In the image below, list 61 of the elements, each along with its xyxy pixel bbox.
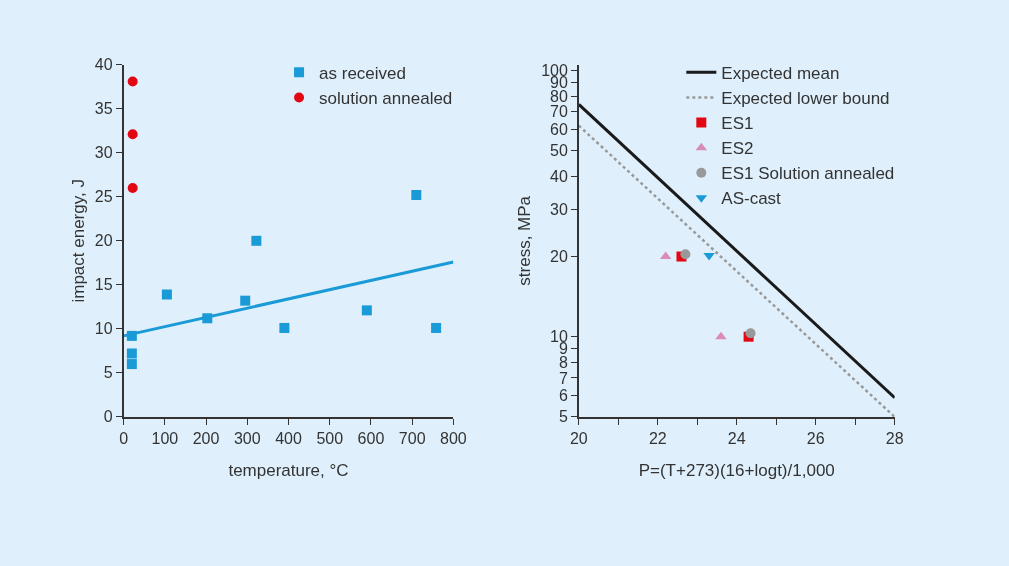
x-tick-label: 20 (569, 429, 588, 447)
x-tick-label: 0 (119, 429, 129, 447)
x-tick-label: 22 (648, 429, 667, 447)
y-tick-label: 0 (103, 408, 113, 426)
x-tick-label: 600 (357, 429, 385, 447)
legend-label: solution annealed (319, 89, 453, 109)
y-tick-label: 80 (550, 87, 568, 105)
point (411, 190, 422, 201)
y-axis-title: stress, MPa (515, 195, 535, 286)
x-tick-label: 200 (192, 429, 220, 447)
x-tick-label: 500 (316, 429, 344, 447)
x-tick-label: 400 (275, 429, 302, 447)
legend-label: ES1 Solution annealed (721, 164, 895, 184)
y-tick-label: 30 (94, 144, 113, 162)
x-tick-label: 28 (885, 429, 904, 447)
y-tick-label: 8 (558, 354, 568, 372)
y-tick-label: 70 (550, 103, 568, 121)
point (361, 305, 372, 316)
legend-label: AS-cast (721, 189, 782, 209)
y-tick-label: 20 (550, 248, 568, 266)
x-tick-label: 700 (398, 429, 426, 447)
point (127, 129, 138, 140)
legend-label: Expected mean (721, 63, 840, 83)
point (279, 322, 290, 333)
x-tick-label: 24 (727, 429, 746, 447)
point (715, 331, 727, 340)
point (703, 252, 715, 261)
y-tick-label: 5 (558, 408, 568, 426)
point (431, 322, 442, 333)
point (161, 289, 172, 300)
x-axis-title: temperature, °C (228, 460, 349, 480)
legend-label: ES2 (721, 139, 754, 159)
y-tick-label: 25 (94, 188, 113, 206)
x-tick-label: 300 (233, 429, 261, 447)
y-tick-label: 20 (94, 232, 113, 250)
point (680, 249, 691, 260)
point (127, 182, 138, 193)
y-tick-label: 30 (550, 201, 568, 219)
point (240, 295, 251, 306)
x-axis-title: P=(T+273)(16+logt)/1,000 (638, 460, 835, 480)
y-tick-label: 35 (94, 100, 113, 118)
y-tick-label: 15 (94, 276, 113, 294)
y-tick-label: 40 (94, 56, 113, 74)
y-tick-label: 5 (103, 364, 113, 382)
legend-label: as received (319, 63, 406, 83)
point (126, 348, 137, 359)
y-tick-label: 6 (558, 387, 568, 405)
x-tick-label: 100 (151, 429, 179, 447)
point (127, 76, 138, 87)
y-tick-label: 7 (558, 369, 568, 387)
x-tick-label: 26 (806, 429, 825, 447)
point (126, 359, 137, 370)
legend-label: ES1 (721, 114, 754, 134)
legend-label: Expected lower bound (721, 89, 890, 109)
y-axis-title: impact energy, J (68, 179, 88, 303)
y-tick-label: 40 (550, 167, 568, 185)
y-tick-label: 10 (94, 320, 113, 338)
point (251, 235, 262, 246)
y-tick-label: 60 (550, 121, 568, 139)
x-tick-label: 800 (440, 429, 467, 447)
y-tick-label: 50 (550, 142, 568, 160)
